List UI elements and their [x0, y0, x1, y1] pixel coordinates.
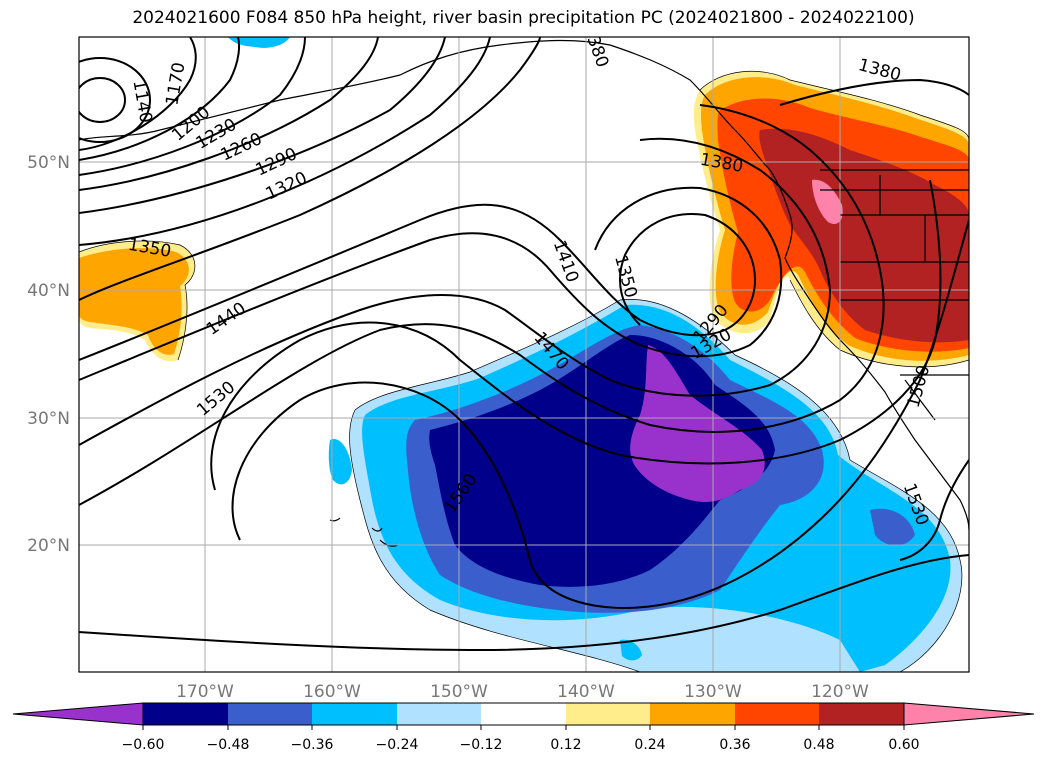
- colorbar-segment: [481, 703, 566, 725]
- colorbar-tick-label: −0.24: [376, 737, 419, 753]
- lat-tick-label: 50°N: [27, 153, 70, 173]
- colorbar-segment: [819, 703, 904, 725]
- colorbar-segment: [312, 703, 397, 725]
- lat-tick-label: 20°N: [27, 536, 70, 556]
- colorbar-segment: [143, 703, 228, 725]
- lat-tick-labels: 50°N 40°N 30°N 20°N: [27, 153, 70, 556]
- lon-tick-label: 160°W: [303, 682, 361, 702]
- colorbar-tick-label: −0.60: [122, 737, 165, 753]
- lat-tick-label: 40°N: [27, 281, 70, 301]
- colorbar-arrow-low: [12, 702, 144, 726]
- colorbar-tick-label: 0.36: [719, 737, 750, 753]
- colorbar-segment: [650, 703, 735, 725]
- map-title: 2024021600 F084 850 hPa height, river ba…: [132, 8, 915, 28]
- colorbar-tick-label: 0.60: [888, 737, 919, 753]
- coastlines: [79, 39, 969, 547]
- lon-tick-label: 140°W: [557, 682, 615, 702]
- colorbar: −0.60 −0.48 −0.36 −0.24 −0.12 0.12 0.24 …: [12, 702, 1035, 753]
- colorbar-tick-label: 0.24: [634, 737, 665, 753]
- graticule: [79, 37, 969, 672]
- colorbar-tick-label: −0.48: [207, 737, 250, 753]
- lat-tick-label: 30°N: [27, 409, 70, 429]
- colorbar-tick-label: 0.12: [550, 737, 581, 753]
- colorbar-segment: [228, 703, 312, 725]
- lon-tick-label: 130°W: [684, 682, 742, 702]
- lon-tick-label: 150°W: [430, 682, 488, 702]
- colorbar-segment: [735, 703, 819, 725]
- colorbar-tick-label: −0.12: [460, 737, 503, 753]
- lon-tick-labels: 170°W 160°W 150°W 140°W 130°W 120°W: [176, 682, 869, 702]
- map-area: 1140 1170 1200 1230 1260 1290 1320 1350 …: [79, 37, 969, 672]
- colorbar-tick-label: 0.48: [803, 737, 834, 753]
- colorbar-segment: [566, 703, 650, 725]
- colorbar-tick-label: −0.36: [291, 737, 334, 753]
- height-contours: [79, 37, 969, 652]
- map-frame: [78, 36, 970, 673]
- lon-tick-label: 170°W: [176, 682, 234, 702]
- colorbar-arrow-high: [903, 702, 1035, 726]
- lon-tick-label: 120°W: [811, 682, 869, 702]
- colorbar-segment: [397, 703, 481, 725]
